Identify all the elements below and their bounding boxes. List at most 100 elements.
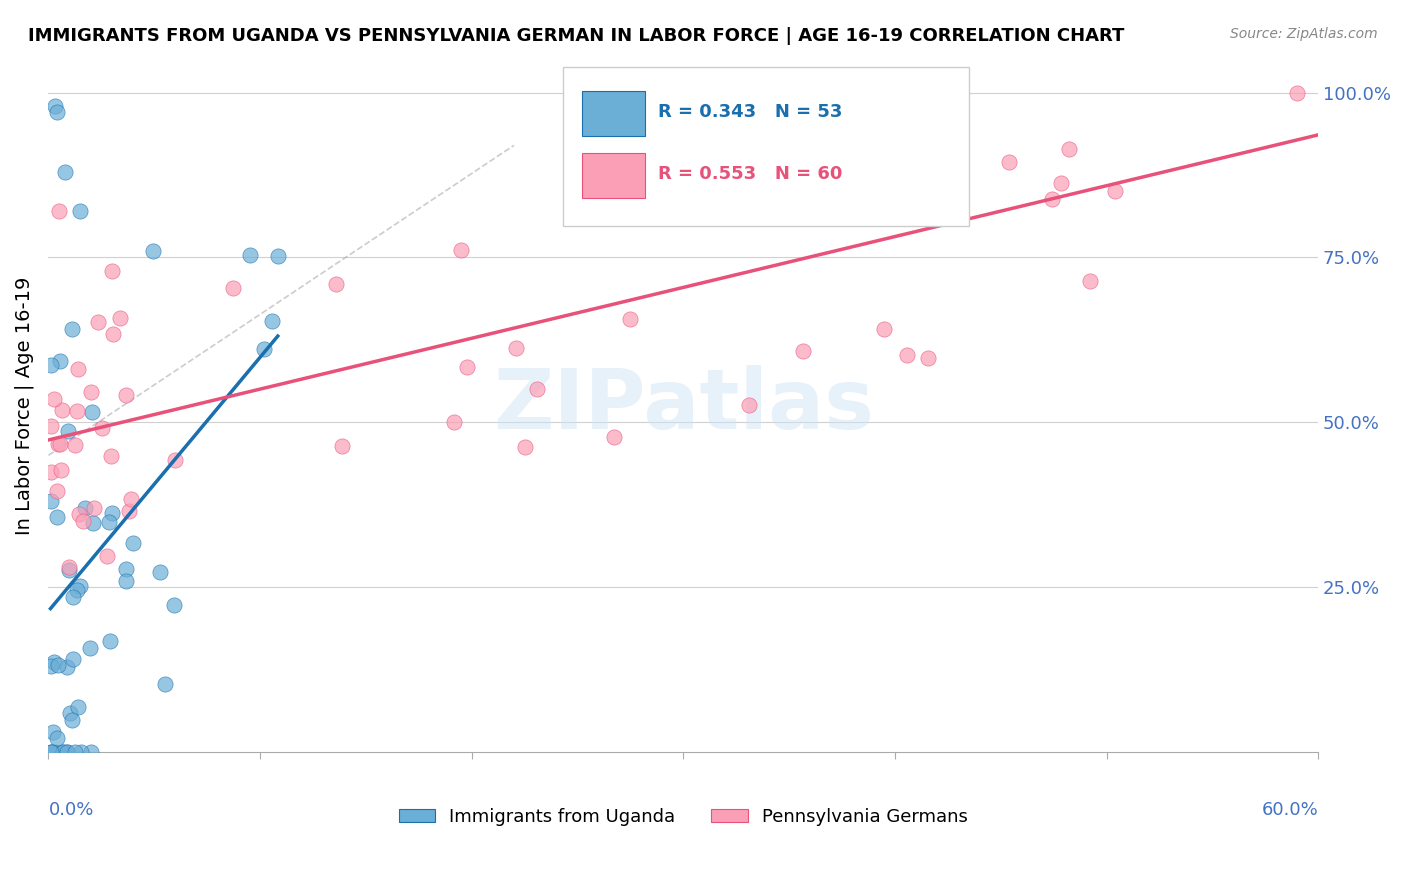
Point — [100, 264, 122, 278]
Text: R = 0.553   N = 60: R = 0.553 N = 60 — [658, 165, 842, 183]
Point — [49, 437, 72, 451]
Point — [917, 351, 939, 365]
Text: IMMIGRANTS FROM UGANDA VS PENNSYLVANIA GERMAN IN LABOR FORCE | AGE 16-19 CORRELA: IMMIGRANTS FROM UGANDA VS PENNSYLVANIA G… — [28, 27, 1125, 45]
Point — [66, 582, 89, 597]
Point — [526, 382, 548, 396]
Point — [896, 348, 918, 362]
Point — [55, 745, 77, 759]
Point — [260, 313, 283, 327]
Point — [1104, 184, 1126, 198]
Point — [513, 441, 536, 455]
Point — [91, 420, 114, 434]
Point — [58, 706, 80, 720]
Point — [73, 500, 96, 515]
Point — [778, 152, 800, 166]
Point — [998, 155, 1021, 169]
Point — [239, 248, 262, 262]
Point — [114, 387, 136, 401]
Point — [66, 361, 89, 376]
Point — [603, 429, 626, 443]
Point — [619, 312, 641, 326]
Point — [120, 492, 142, 507]
Point — [221, 281, 243, 295]
Point — [58, 563, 80, 577]
Point — [80, 405, 103, 419]
Point — [101, 326, 124, 341]
Text: Source: ZipAtlas.com: Source: ZipAtlas.com — [1230, 27, 1378, 41]
FancyBboxPatch shape — [582, 153, 645, 198]
Point — [638, 189, 661, 203]
Point — [1285, 86, 1308, 100]
Point — [44, 745, 66, 759]
Text: R = 0.343   N = 53: R = 0.343 N = 53 — [658, 103, 842, 120]
Text: ZIPatlas: ZIPatlas — [492, 366, 873, 446]
Point — [79, 385, 101, 400]
Point — [66, 403, 89, 417]
Point — [39, 419, 62, 434]
Point — [703, 166, 725, 180]
Point — [79, 640, 101, 655]
Point — [100, 634, 122, 648]
Point — [58, 560, 80, 574]
Point — [56, 660, 79, 674]
Point — [72, 515, 94, 529]
Point — [456, 360, 478, 375]
Point — [1040, 192, 1063, 206]
Point — [66, 699, 89, 714]
Point — [82, 516, 104, 530]
Point — [46, 657, 69, 672]
Point — [253, 342, 276, 356]
Point — [46, 510, 69, 524]
Point — [1078, 274, 1101, 288]
Point — [115, 562, 138, 576]
Point — [325, 277, 347, 291]
Point — [163, 452, 186, 467]
Point — [46, 436, 69, 450]
Point — [69, 204, 91, 219]
Point — [98, 515, 121, 529]
Point — [41, 745, 63, 759]
Point — [60, 322, 83, 336]
Point — [42, 724, 65, 739]
Text: 0.0%: 0.0% — [48, 801, 94, 819]
Point — [1057, 142, 1080, 156]
FancyBboxPatch shape — [582, 91, 645, 136]
Point — [873, 322, 896, 336]
Point — [39, 493, 62, 508]
Point — [39, 659, 62, 673]
Point — [330, 439, 353, 453]
Point — [46, 731, 69, 745]
Point — [163, 599, 186, 613]
Point — [832, 157, 855, 171]
Point — [505, 341, 527, 355]
Point — [48, 204, 70, 219]
Point — [63, 438, 86, 452]
Point — [52, 745, 75, 759]
Point — [39, 465, 62, 479]
Point — [121, 536, 143, 550]
Point — [63, 745, 86, 759]
Y-axis label: In Labor Force | Age 16-19: In Labor Force | Age 16-19 — [15, 277, 35, 535]
Point — [737, 398, 759, 412]
Point — [153, 677, 176, 691]
Point — [52, 745, 75, 759]
Point — [741, 172, 763, 186]
Point — [49, 463, 72, 477]
Point — [42, 392, 65, 406]
Point — [443, 415, 465, 429]
Point — [101, 506, 124, 520]
Point — [67, 507, 90, 521]
Point — [792, 343, 814, 358]
Point — [45, 105, 67, 120]
Point — [44, 99, 66, 113]
Point — [900, 141, 922, 155]
Point — [87, 315, 110, 329]
Point — [108, 310, 131, 325]
Point — [62, 713, 84, 727]
Point — [51, 402, 73, 417]
Point — [69, 579, 91, 593]
Point — [62, 652, 84, 666]
Point — [53, 165, 76, 179]
Point — [39, 745, 62, 759]
Text: 60.0%: 60.0% — [1261, 801, 1319, 819]
